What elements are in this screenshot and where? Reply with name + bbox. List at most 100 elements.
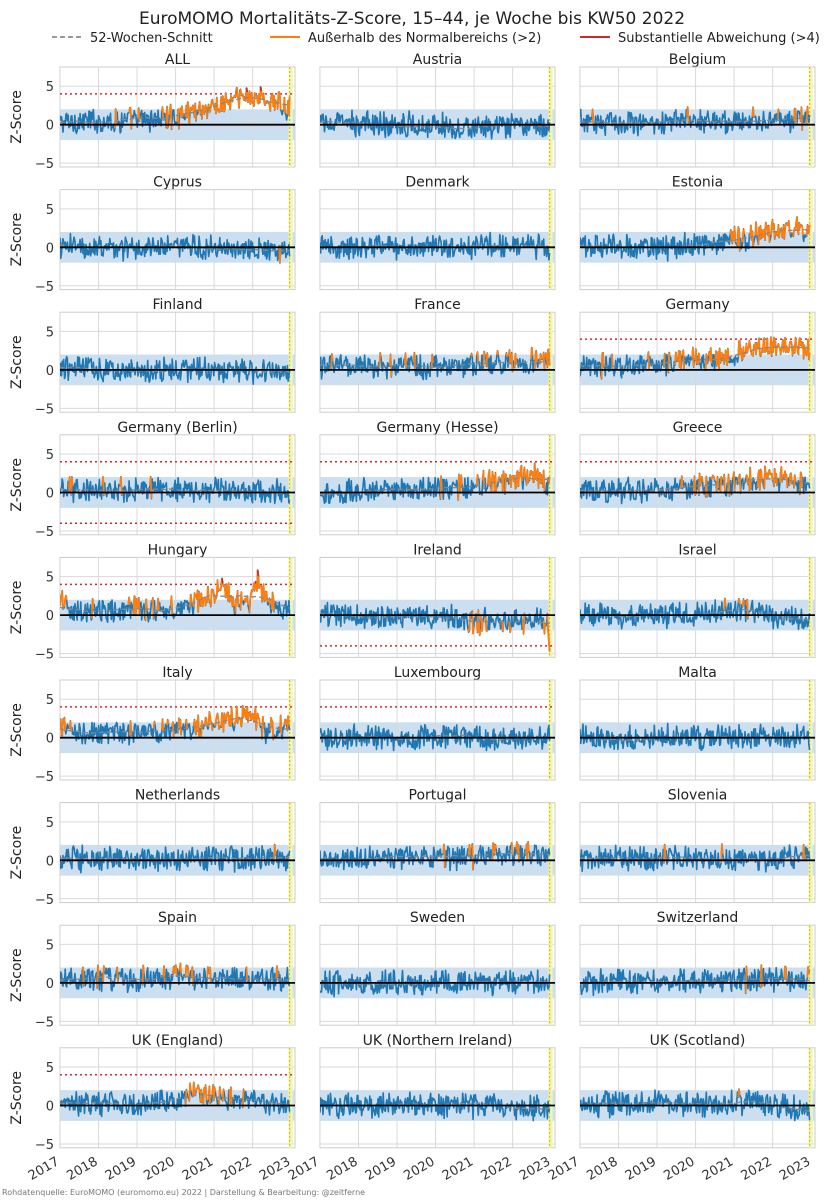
series-highlight-segment bbox=[203, 598, 204, 607]
series-highlight-segment bbox=[206, 1085, 207, 1100]
series-highlight-segment bbox=[61, 595, 62, 596]
series-highlight-segment bbox=[220, 107, 221, 111]
y-axis-label: Z-Score bbox=[9, 335, 25, 389]
series-highlight-segment bbox=[218, 713, 219, 719]
series-highlight-segment bbox=[220, 1087, 221, 1094]
series-highlight-segment bbox=[247, 596, 248, 605]
panel-title: Estonia bbox=[672, 175, 724, 191]
series-highlight-segment bbox=[139, 108, 140, 121]
series-highlight-segment bbox=[711, 348, 712, 364]
series-highlight-segment bbox=[795, 109, 796, 125]
series-highlight-segment bbox=[544, 624, 545, 634]
series-highlight-segment bbox=[129, 597, 130, 604]
series-highlight-segment bbox=[198, 715, 199, 737]
series-highlight-segment bbox=[749, 341, 750, 346]
y-tick-label: −5 bbox=[35, 770, 54, 785]
y-tick-label: 0 bbox=[46, 119, 54, 134]
series-highlight-segment bbox=[483, 471, 484, 489]
series-highlight-segment bbox=[541, 475, 542, 482]
series-highlight-segment bbox=[728, 349, 729, 362]
series-highlight-segment bbox=[713, 475, 714, 476]
x-tick-label: 2019 bbox=[363, 1154, 399, 1184]
panel-title: UK (Northern Ireland) bbox=[363, 1033, 513, 1049]
panel-title: Sweden bbox=[410, 910, 465, 926]
series-highlight-segment bbox=[244, 709, 245, 710]
series-highlight-segment bbox=[527, 470, 528, 483]
y-axis-label: Z-Score bbox=[9, 458, 25, 512]
series-highlight-segment bbox=[197, 1088, 198, 1089]
series-highlight-segment bbox=[717, 477, 718, 488]
panel-title: Denmark bbox=[405, 175, 470, 191]
legend-label: 52-Wochen-Schnitt bbox=[90, 31, 213, 46]
y-tick-label: 0 bbox=[46, 609, 54, 624]
series-highlight-segment bbox=[213, 590, 214, 593]
panel: Slovenia bbox=[580, 788, 815, 903]
x-tick-label: 2020 bbox=[661, 1154, 697, 1184]
series-highlight-segment bbox=[801, 475, 802, 487]
x-tick-label: 2022 bbox=[218, 1154, 254, 1184]
series-highlight-segment bbox=[781, 349, 782, 354]
series-highlight-segment bbox=[70, 721, 71, 731]
series-highlight-segment bbox=[712, 477, 713, 480]
series-highlight-segment bbox=[498, 351, 499, 355]
panel: Malta bbox=[580, 665, 815, 780]
panel-title: UK (England) bbox=[132, 1033, 224, 1049]
series-highlight-segment bbox=[180, 720, 181, 735]
series-highlight-segment bbox=[264, 93, 265, 103]
series-highlight-segment bbox=[201, 1089, 202, 1102]
series-highlight-segment bbox=[164, 966, 165, 984]
series-highlight-segment bbox=[520, 468, 521, 476]
panel: Sweden bbox=[320, 910, 555, 1025]
x-tick-label: 2021 bbox=[180, 1154, 216, 1184]
x-tick-label: 2019 bbox=[623, 1154, 659, 1184]
series-highlight-segment bbox=[747, 477, 748, 485]
series-highlight-segment bbox=[506, 474, 507, 478]
series-highlight-segment bbox=[60, 596, 61, 605]
series-highlight-segment bbox=[241, 89, 242, 95]
series-highlight-segment bbox=[195, 103, 196, 121]
series-highlight-segment bbox=[469, 631, 470, 632]
y-tick-label: 0 bbox=[46, 732, 54, 747]
series-highlight-segment bbox=[741, 349, 742, 361]
series-highlight-segment bbox=[669, 352, 670, 356]
series-highlight-segment bbox=[795, 338, 796, 346]
series-highlight-segment bbox=[235, 598, 236, 612]
series-highlight-segment bbox=[213, 104, 214, 106]
panel: Ireland bbox=[320, 542, 555, 657]
series-highlight-segment bbox=[226, 715, 227, 723]
y-tick-label: −5 bbox=[35, 893, 54, 908]
series-highlight-segment bbox=[797, 217, 798, 229]
series-highlight-segment bbox=[528, 842, 529, 852]
series-highlight-segment bbox=[222, 713, 223, 720]
chart-title: EuroMOMO Mortalitäts-Z-Score, 15–44, je … bbox=[139, 9, 685, 29]
series-highlight-segment bbox=[459, 474, 460, 483]
series-highlight-segment bbox=[752, 231, 753, 246]
series-highlight-segment bbox=[228, 712, 229, 720]
series-highlight-segment bbox=[706, 476, 707, 496]
series-highlight-segment bbox=[233, 597, 234, 607]
series-highlight-segment bbox=[544, 352, 545, 370]
series-highlight-segment bbox=[261, 91, 262, 95]
panel-title: Belgium bbox=[669, 52, 726, 68]
series-highlight-segment bbox=[194, 1082, 195, 1089]
series-highlight-segment bbox=[66, 596, 67, 601]
panel-title: Italy bbox=[162, 665, 192, 681]
series-highlight-segment bbox=[524, 613, 525, 633]
series-highlight-segment bbox=[247, 88, 248, 92]
x-tick-label: 2018 bbox=[64, 1154, 100, 1184]
y-tick-label: −5 bbox=[35, 525, 54, 540]
series-highlight-segment bbox=[250, 103, 251, 105]
series-highlight-segment bbox=[787, 475, 788, 488]
series-highlight-segment bbox=[484, 351, 485, 357]
series-highlight-segment bbox=[117, 967, 118, 982]
series-highlight-segment bbox=[193, 105, 194, 111]
series-highlight-segment bbox=[210, 716, 211, 721]
series-highlight-segment bbox=[158, 598, 159, 610]
series-highlight-segment bbox=[186, 1090, 187, 1094]
series-highlight-segment bbox=[683, 350, 684, 368]
